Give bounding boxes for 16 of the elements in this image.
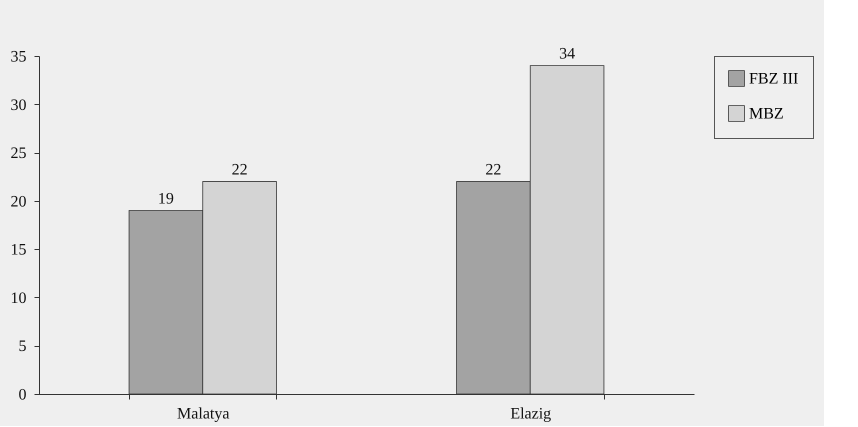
- legend-label: FBZ III: [749, 70, 798, 88]
- x-tick-label: Elazig: [510, 406, 552, 422]
- y-tick-label: 5: [18, 338, 26, 356]
- y-tick-label: 15: [10, 242, 26, 259]
- data-label: 19: [158, 190, 174, 208]
- x-tick-label: Malatya: [177, 406, 230, 422]
- y-tick-label: 0: [18, 386, 26, 404]
- y-tick-label: 10: [10, 290, 26, 307]
- y-tick-label: 30: [10, 96, 26, 114]
- y-tick-label: 20: [10, 193, 26, 210]
- legend-label: MBZ: [749, 106, 784, 122]
- data-label: 22: [232, 162, 248, 179]
- y-tick-label: 25: [10, 145, 26, 162]
- data-label: 34: [559, 46, 576, 63]
- data-label: 22: [485, 162, 502, 179]
- y-tick-label: 35: [10, 48, 26, 66]
